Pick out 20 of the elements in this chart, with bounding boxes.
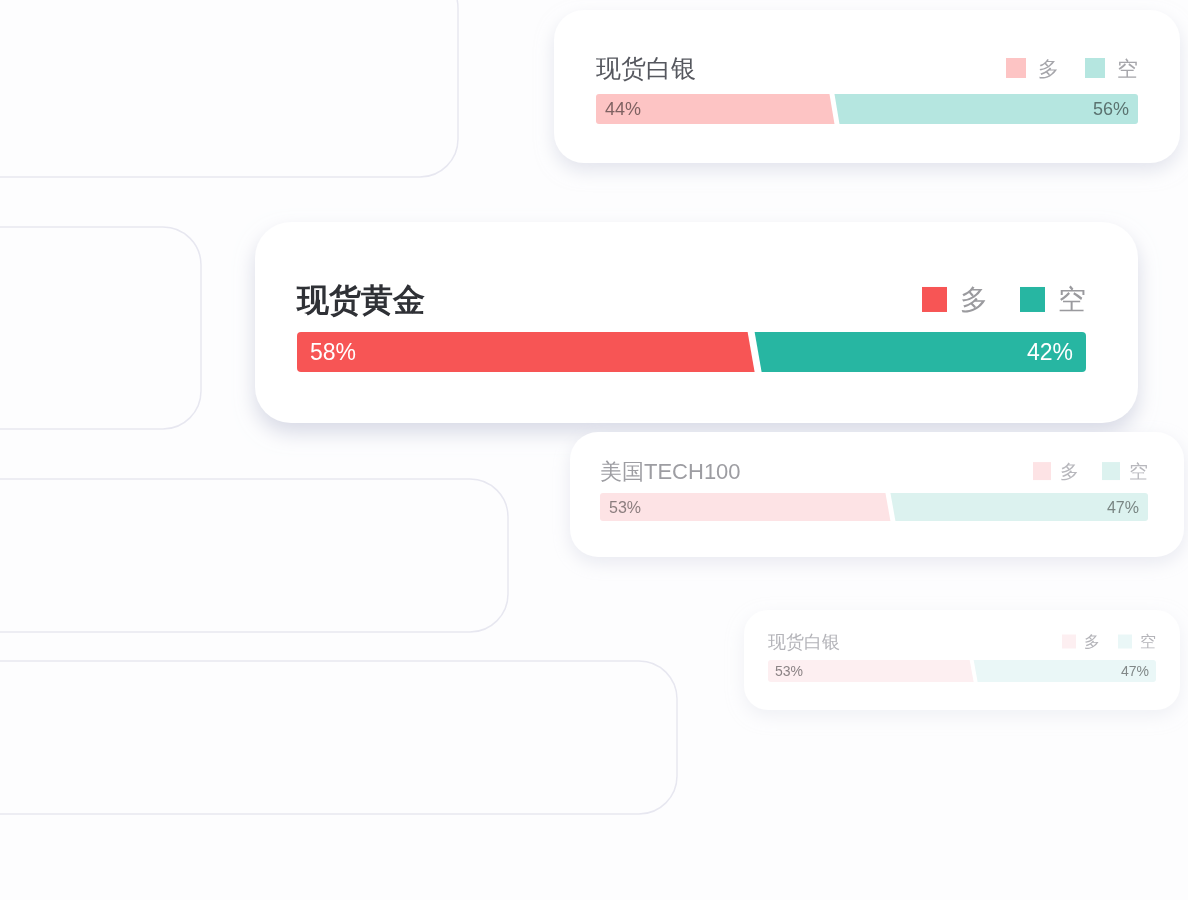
chart-title: 现货黄金 <box>296 282 425 318</box>
legend-label: 空 <box>1129 460 1148 482</box>
data-label: 47% <box>1120 663 1149 679</box>
data-label: 53% <box>609 498 642 516</box>
legend-label: 多 <box>960 283 988 315</box>
chart-title: 现货白银 <box>596 54 696 82</box>
data-label: 42% <box>1026 339 1073 365</box>
legend-label: 多 <box>1060 460 1079 482</box>
chart-title: 现货白银 <box>768 632 840 652</box>
data-label: 56% <box>1092 99 1129 119</box>
legend-label: 空 <box>1058 283 1086 315</box>
chart-title: 美国TECH100 <box>600 459 741 484</box>
data-label: 58% <box>310 339 357 365</box>
legend-label: 空 <box>1140 633 1156 651</box>
legend-label: 多 <box>1084 633 1100 651</box>
legend-label: 多 <box>1038 56 1059 80</box>
data-label: 53% <box>775 663 804 679</box>
data-label: 44% <box>605 99 642 119</box>
data-label: 47% <box>1106 498 1139 516</box>
legend-label: 空 <box>1117 56 1138 80</box>
